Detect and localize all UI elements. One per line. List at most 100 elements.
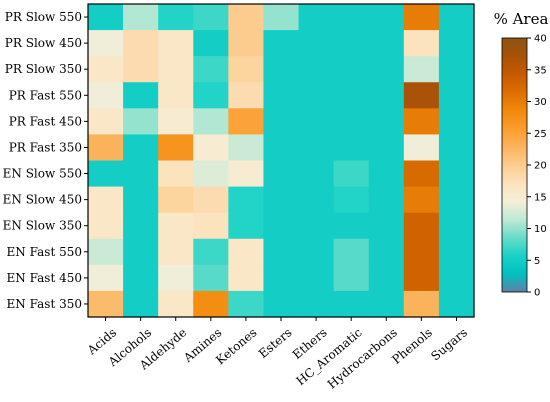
heatmap-cells xyxy=(88,4,475,318)
heatmap-cell xyxy=(298,238,335,266)
heatmap-cell xyxy=(298,186,335,214)
heatmap-cell xyxy=(263,264,300,292)
heatmap-cell xyxy=(333,186,370,214)
heatmap-cell xyxy=(158,30,194,57)
colorbar-gradient xyxy=(501,37,528,293)
colorbar-tick-label: 20 xyxy=(534,161,547,172)
heatmap-cell xyxy=(158,212,194,240)
colorbar-tick-label: 30 xyxy=(534,97,547,108)
heatmap-cell xyxy=(193,134,229,162)
heatmap-cell xyxy=(403,238,440,266)
heatmap-cell xyxy=(193,4,229,31)
heatmap-cell xyxy=(368,290,405,318)
x-tick-label: Phenols xyxy=(389,325,435,366)
heatmap-cell xyxy=(158,108,194,136)
heatmap-cell xyxy=(193,238,229,266)
heatmap-cell xyxy=(123,56,159,83)
heatmap-cell xyxy=(228,134,265,162)
heatmap-cell xyxy=(333,108,370,136)
heatmap-cell xyxy=(368,186,405,214)
heatmap-cell xyxy=(193,212,229,240)
heatmap-cell xyxy=(333,238,370,266)
y-tick-label: PR Fast 550 xyxy=(9,88,82,102)
heatmap-cell xyxy=(263,108,300,136)
y-tick-label: EN Fast 350 xyxy=(7,297,82,311)
heatmap-cell xyxy=(263,238,300,266)
heatmap-cell xyxy=(368,82,405,109)
heatmap-cell xyxy=(333,4,370,31)
heatmap-cell xyxy=(263,56,300,83)
heatmap-cell xyxy=(228,212,265,240)
y-tick-label: EN Slow 450 xyxy=(3,193,82,207)
colorbar-tick-label: 15 xyxy=(534,192,547,203)
heatmap-cell xyxy=(158,264,194,292)
y-axis-labels: PR Slow 550 PR Slow 450 PR Slow 350 PR Fast… xyxy=(3,10,88,311)
heatmap-cell xyxy=(298,290,335,318)
heatmap-cell xyxy=(263,30,300,57)
heatmap-cell xyxy=(228,264,265,292)
heatmap-cell xyxy=(368,4,405,31)
heatmap-cell xyxy=(438,134,475,162)
heatmap-cell xyxy=(263,4,300,31)
heatmap-cell xyxy=(333,212,370,240)
heatmap-cell xyxy=(298,56,335,83)
heatmap-cell xyxy=(298,108,335,136)
y-tick-label: EN Fast 450 xyxy=(7,271,82,285)
heatmap-cell xyxy=(263,160,300,188)
heatmap-cell xyxy=(193,30,229,57)
heatmap-cell xyxy=(368,238,405,266)
heatmap-cell xyxy=(263,186,300,214)
heatmap-cell xyxy=(88,30,124,57)
heatmap-cell xyxy=(228,108,265,136)
heatmap-cell xyxy=(298,4,335,31)
heatmap-cell xyxy=(228,160,265,188)
heatmap-cell xyxy=(88,134,124,162)
colorbar-tick-label: 10 xyxy=(534,224,547,235)
heatmap-cell xyxy=(228,290,265,318)
heatmap-cell xyxy=(298,212,335,240)
heatmap-cell xyxy=(193,82,229,109)
y-tick-label: EN Slow 350 xyxy=(3,219,82,233)
heatmap-cell xyxy=(158,238,194,266)
heatmap-cell xyxy=(123,4,159,31)
heatmap-cell xyxy=(403,56,440,83)
heatmap-cell xyxy=(403,290,440,318)
heatmap-cell xyxy=(158,186,194,214)
heatmap-cell xyxy=(123,82,159,109)
heatmap-cell xyxy=(403,82,440,109)
heatmap-cell xyxy=(123,264,159,292)
y-tick-label: PR Fast 350 xyxy=(9,140,82,154)
heatmap-cell xyxy=(123,134,159,162)
heatmap-cell xyxy=(158,160,194,188)
heatmap-cell xyxy=(193,186,229,214)
x-tick-label: Esters xyxy=(256,325,295,361)
heatmap-cell xyxy=(438,56,475,83)
heatmap-cell xyxy=(158,4,194,31)
heatmap-cell xyxy=(88,186,124,214)
heatmap-cell xyxy=(193,160,229,188)
heatmap-cell xyxy=(88,56,124,83)
heatmap-cell xyxy=(438,186,475,214)
heatmap-cell xyxy=(228,238,265,266)
heatmap-cell xyxy=(368,30,405,57)
heatmap-cell xyxy=(228,56,265,83)
heatmap-cell xyxy=(88,212,124,240)
y-tick-label: EN Fast 550 xyxy=(7,245,82,259)
heatmap-cell xyxy=(263,212,300,240)
y-tick-label: PR Slow 450 xyxy=(5,36,82,50)
heatmap-cell xyxy=(438,108,475,136)
heatmap-cell xyxy=(403,160,440,188)
colorbar-tick-label: 5 xyxy=(534,256,540,267)
heatmap-cell xyxy=(403,134,440,162)
heatmap-cell xyxy=(123,160,159,188)
heatmap-cell xyxy=(88,82,124,109)
heatmap-cell xyxy=(368,56,405,83)
heatmap-cell xyxy=(333,134,370,162)
heatmap-cell xyxy=(368,264,405,292)
heatmap-cell xyxy=(333,290,370,318)
y-tick-label: PR Slow 550 xyxy=(5,10,82,24)
heatmap-cell xyxy=(368,134,405,162)
heatmap-cell xyxy=(193,264,229,292)
heatmap-cell xyxy=(123,30,159,57)
heatmap-cell xyxy=(403,264,440,292)
